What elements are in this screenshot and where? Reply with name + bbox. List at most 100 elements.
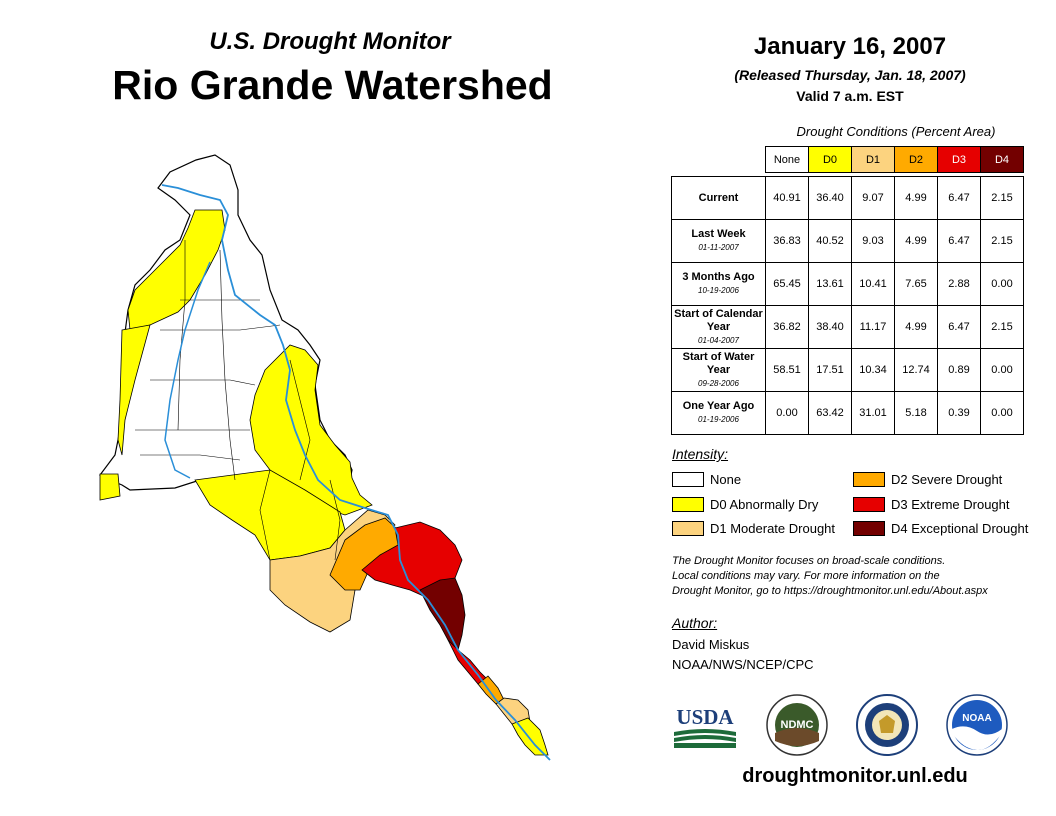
legend-label: None: [710, 471, 742, 487]
col-header-d4: D4: [980, 146, 1024, 173]
table-cell: 0.00: [980, 391, 1024, 435]
table-cell: 6.47: [937, 176, 981, 220]
row-label: 3 Months Ago 10-19-2006: [671, 262, 766, 306]
table-cell: 2.88: [937, 262, 981, 306]
website-link[interactable]: droughtmonitor.unl.edu: [742, 765, 968, 787]
table-cell: 0.00: [765, 391, 809, 435]
table-cell: 10.34: [851, 348, 895, 392]
row-label: Start of Calendar Year 01-04-2007: [671, 305, 766, 349]
row-date: 10-19-2006: [698, 286, 739, 295]
col-header-d1: D1: [851, 146, 895, 173]
table-cell: 38.40: [808, 305, 852, 349]
table-cell: 2.15: [980, 305, 1024, 349]
county-lines: [135, 240, 341, 561]
row-date: 01-04-2007: [698, 335, 739, 345]
row-label-text: Start of Calendar Year: [674, 307, 763, 333]
drought-conditions-table: None D0 D1 D2 D3 D4 Current 40.91 36.40 9.0…: [671, 146, 1024, 435]
table-cell: 13.61: [808, 262, 852, 306]
row-date: 09-28-2006: [698, 378, 739, 388]
noaa-logo-text: NOAA: [962, 713, 991, 724]
row-label-text: 3 Months Ago: [682, 271, 755, 283]
row-label: Start of Water Year 09-28-2006: [671, 348, 766, 392]
table-cell: 9.07: [851, 176, 895, 220]
table-row: Start of Water Year 09-28-2006 58.51 17.51 1…: [671, 348, 1024, 392]
table-row: Current 40.91 36.40 9.07 4.99 6.47 2.15: [671, 176, 1024, 220]
table-row: 3 Months Ago 10-19-2006 65.45 13.61 10.41 7.6…: [671, 262, 1024, 306]
table-row: One Year Ago 01-19-2006 0.00 63.42 31.01 5.18…: [671, 391, 1024, 435]
legend-label: D3 Extreme Drought: [891, 496, 1010, 512]
table-cell: 4.99: [894, 176, 938, 220]
table-cell: 9.03: [851, 219, 895, 263]
legend-label: D1 Moderate Drought: [710, 520, 836, 536]
author-label: Author:: [672, 615, 718, 631]
commerce-seal-icon: [856, 694, 918, 756]
region-d0-west-patch: [99, 473, 121, 501]
legend-label: D4 Exceptional Drought: [891, 520, 1029, 536]
table-cell: 0.39: [937, 391, 981, 435]
ndmc-logo-text: NDMC: [781, 719, 814, 731]
table-cell: 36.40: [808, 176, 852, 220]
region-d4: [419, 577, 466, 651]
footnote-line: Drought Monitor, go to https://droughtmo…: [672, 585, 988, 597]
usda-logo-text: USDA: [676, 705, 734, 729]
row-label-text: One Year Ago: [682, 400, 755, 412]
row-label-text: Current: [698, 191, 739, 204]
legend-swatch: [853, 471, 885, 487]
table-cell: 65.45: [765, 262, 809, 306]
legend-swatch: [853, 496, 885, 512]
region-d0-west: [117, 324, 151, 456]
table-cell: 63.42: [808, 391, 852, 435]
row-label: Last Week 01-11-2007: [671, 219, 766, 263]
row-date: 01-11-2007: [698, 243, 739, 252]
table-cell: 11.17: [851, 305, 895, 349]
col-header-d0: D0: [808, 146, 852, 173]
legend-item-d3: D3 Extreme Drought: [853, 495, 1010, 513]
legend-label: D0 Abnormally Dry: [710, 496, 819, 512]
table-cell: 36.83: [765, 219, 809, 263]
table-cell: 4.99: [894, 219, 938, 263]
author-org: NOAA/NWS/NCEP/CPC: [672, 657, 814, 672]
table-cell: 0.00: [980, 262, 1024, 306]
table-row: Start of Calendar Year 01-04-2007 36.82 38.…: [671, 305, 1024, 349]
legend-label: D2 Severe Drought: [891, 471, 1003, 487]
legend-item-none: None: [672, 470, 741, 488]
legend-item-d2: D2 Severe Drought: [853, 470, 1002, 488]
legend-swatch: [672, 471, 704, 487]
watershed-map: [99, 154, 551, 761]
region-d0-east: [249, 344, 373, 516]
ndmc-logo: NDMC: [766, 694, 828, 756]
valid-time: Valid 7 a.m. EST: [796, 88, 904, 104]
row-label-text: Start of Water Year: [682, 350, 755, 376]
footnote-line: Local conditions may vary. For more info…: [672, 570, 940, 582]
table-cell: 6.47: [937, 305, 981, 349]
table-cell: 40.52: [808, 219, 852, 263]
table-cell: 12.74: [894, 348, 938, 392]
col-header-none: None: [765, 146, 809, 173]
row-label: One Year Ago 01-19-2006: [671, 391, 766, 435]
row-label-text: Last Week: [691, 228, 746, 240]
table-cell: 2.15: [980, 176, 1024, 220]
table-cell: 0.89: [937, 348, 981, 392]
legend-swatch: [672, 496, 704, 512]
table-cell: 2.15: [980, 219, 1024, 263]
footnote-line: The Drought Monitor focuses on broad-sca…: [672, 555, 946, 567]
usda-logo: USDA: [674, 705, 736, 748]
map-title: Rio Grande Watershed: [112, 62, 553, 108]
legend-item-d1: D1 Moderate Drought: [672, 519, 835, 537]
footnote: The Drought Monitor focuses on broad-sca…: [672, 554, 1042, 599]
tributary-river: [164, 261, 211, 479]
col-header-d3: D3: [937, 146, 981, 173]
legend-title: Intensity:: [672, 446, 729, 462]
map-subtitle: U.S. Drought Monitor: [209, 28, 451, 55]
legend-swatch: [853, 520, 885, 536]
legend-swatch: [672, 520, 704, 536]
table-cell: 17.51: [808, 348, 852, 392]
table-cell: 10.41: [851, 262, 895, 306]
table-cell: 0.00: [980, 348, 1024, 392]
release-date: (Released Thursday, Jan. 18, 2007): [734, 67, 966, 83]
row-label: Current: [671, 176, 766, 220]
table-cell: 6.47: [937, 219, 981, 263]
row-date: 01-19-2006: [698, 415, 739, 424]
table-cell: 40.91: [765, 176, 809, 220]
legend-item-d4: D4 Exceptional Drought: [853, 519, 1028, 537]
